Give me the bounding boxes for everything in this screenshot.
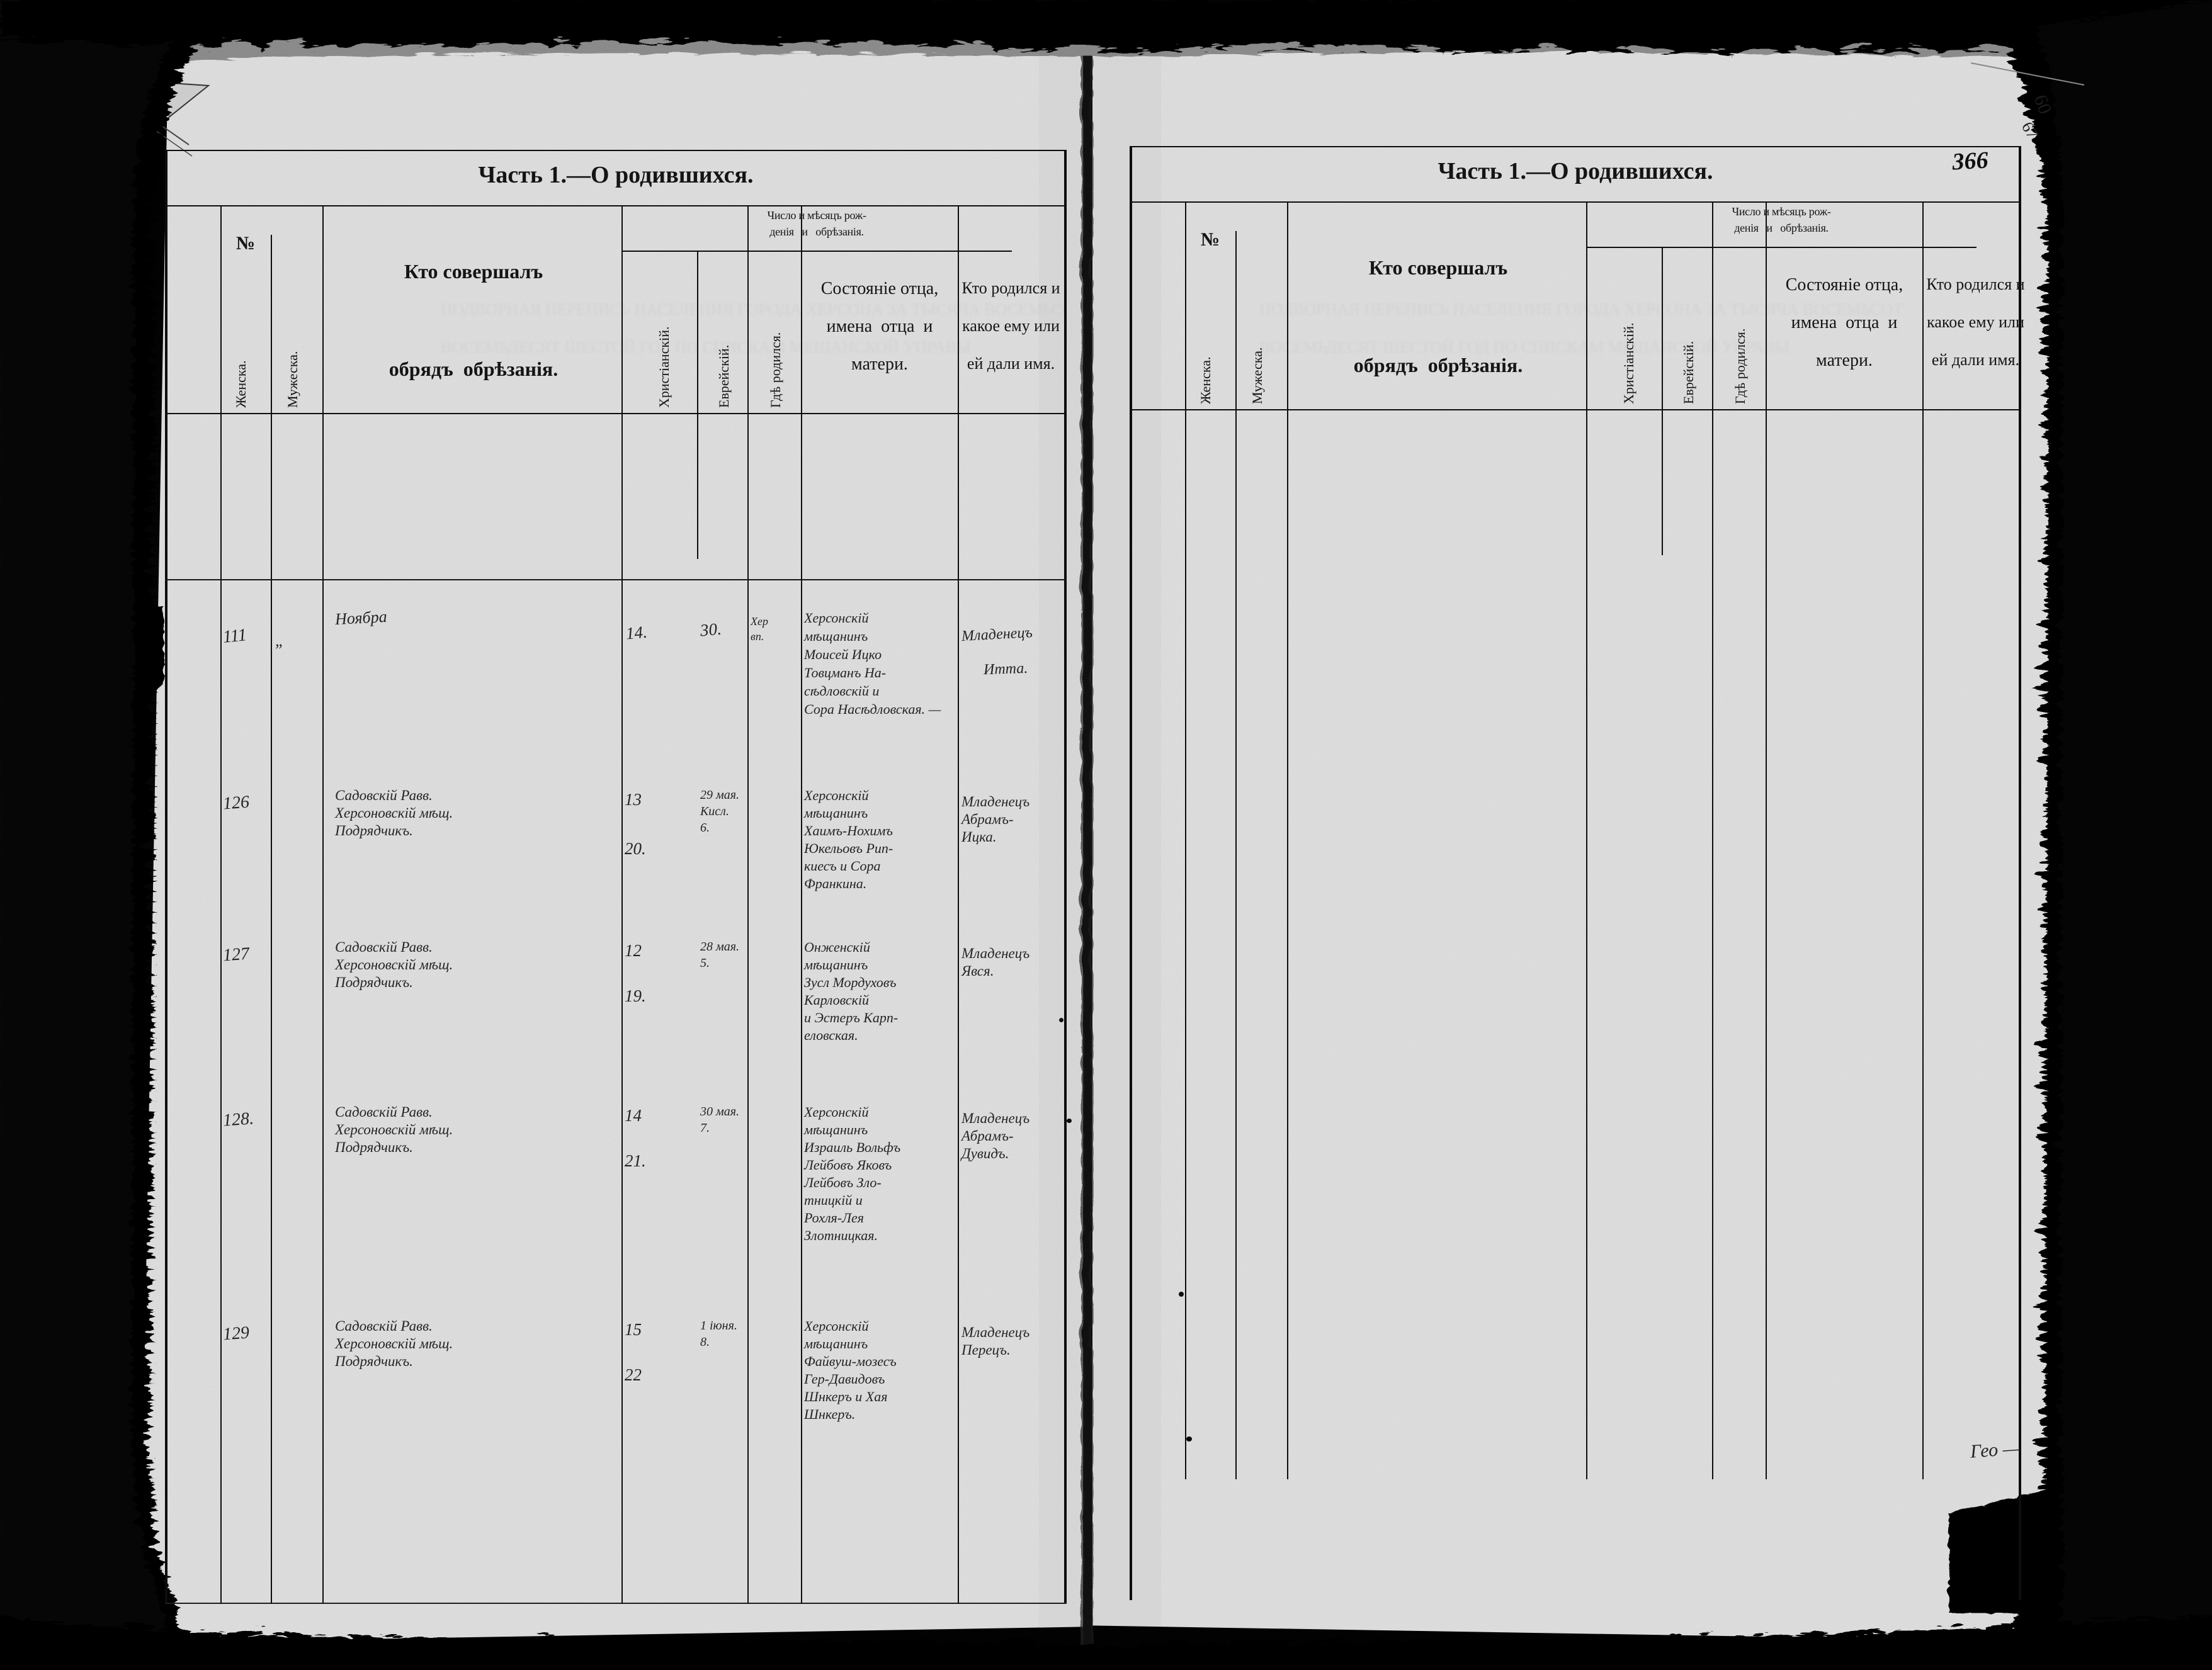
- svg-text:ПОДВОРНАЯ ПЕРЕПИСЬ НАСЕЛЕНИЯ Г: ПОДВОРНАЯ ПЕРЕПИСЬ НАСЕЛЕНИЯ ГОРОДА ХЕРС…: [441, 300, 1084, 319]
- svg-text:ПОДВОРНАЯ ПЕРЕПИСЬ НАСЕЛЕНИЯ Г: ПОДВОРНАЯ ПЕРЕПИСЬ НАСЕЛЕНИЯ ГОРОДА ХЕРС…: [1259, 300, 1903, 319]
- svg-text:ВОСЕМЬДЕСЯТ ШЕСТОЙ ГОД ПО СПИС: ВОСЕМЬДЕСЯТ ШЕСТОЙ ГОД ПО СПИСКАМ МЕЩАНС…: [1259, 338, 1789, 356]
- svg-text:ВОСЕМЬДЕСЯТ ШЕСТОЙ ГОД ПО СПИС: ВОСЕМЬДЕСЯТ ШЕСТОЙ ГОД ПО СПИСКАМ МЕЩАНС…: [441, 338, 971, 356]
